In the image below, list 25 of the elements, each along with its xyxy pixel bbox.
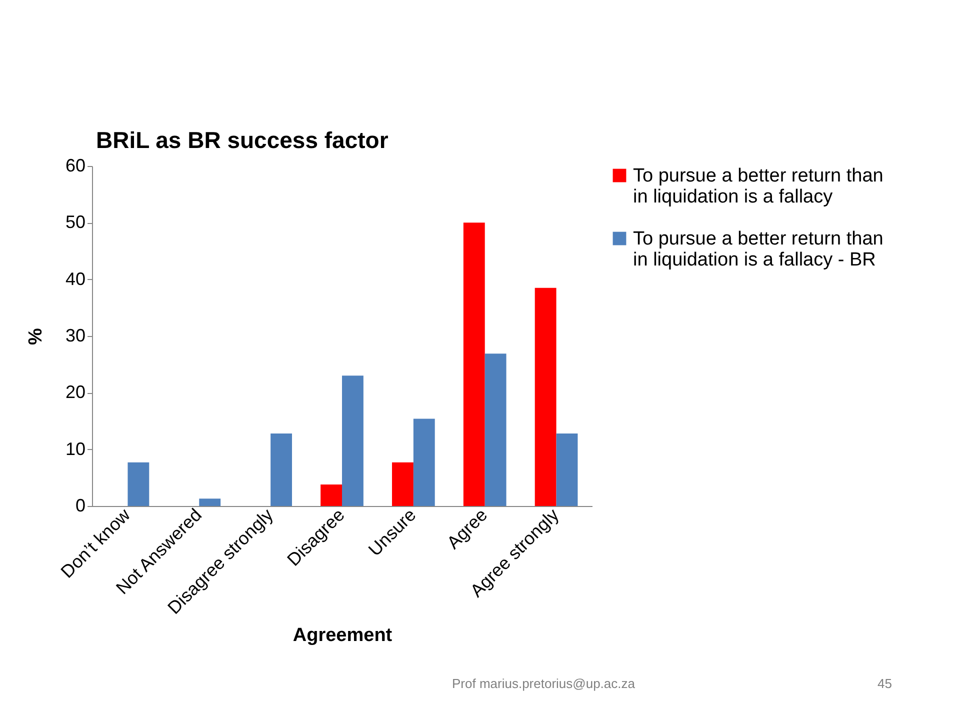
text: 45 [878, 676, 892, 691]
bar [534, 288, 556, 506]
y-tick-label: 10 [65, 438, 86, 459]
bar [463, 222, 485, 506]
y-tick-label: 30 [65, 326, 86, 346]
y-axis-title: % [25, 328, 46, 345]
y-tick-label: 40 [65, 268, 86, 289]
y-tick-label: 60 [65, 156, 86, 176]
bar [413, 418, 435, 506]
legend-label: To pursue a better return than in liquidation is a fallacy - BR [633, 228, 884, 270]
text: Prof marius.pretorius@up.ac.za [452, 676, 636, 691]
bar [320, 484, 342, 506]
bar [128, 462, 150, 506]
bar [392, 462, 414, 506]
y-tick-label: 0 [75, 496, 86, 516]
bar [484, 354, 506, 506]
y-tick-label: 50 [65, 212, 86, 232]
bar [556, 433, 578, 506]
bar [270, 433, 292, 506]
y-tick-label: 20 [65, 382, 86, 402]
x-axis-title: Agreement [292, 624, 393, 646]
bar [342, 376, 364, 506]
legend-label: To pursue a better return than in liquidation is a fallacy [633, 166, 884, 208]
bar [199, 498, 221, 506]
chart-title: BRiL as BR success factor [96, 127, 388, 153]
